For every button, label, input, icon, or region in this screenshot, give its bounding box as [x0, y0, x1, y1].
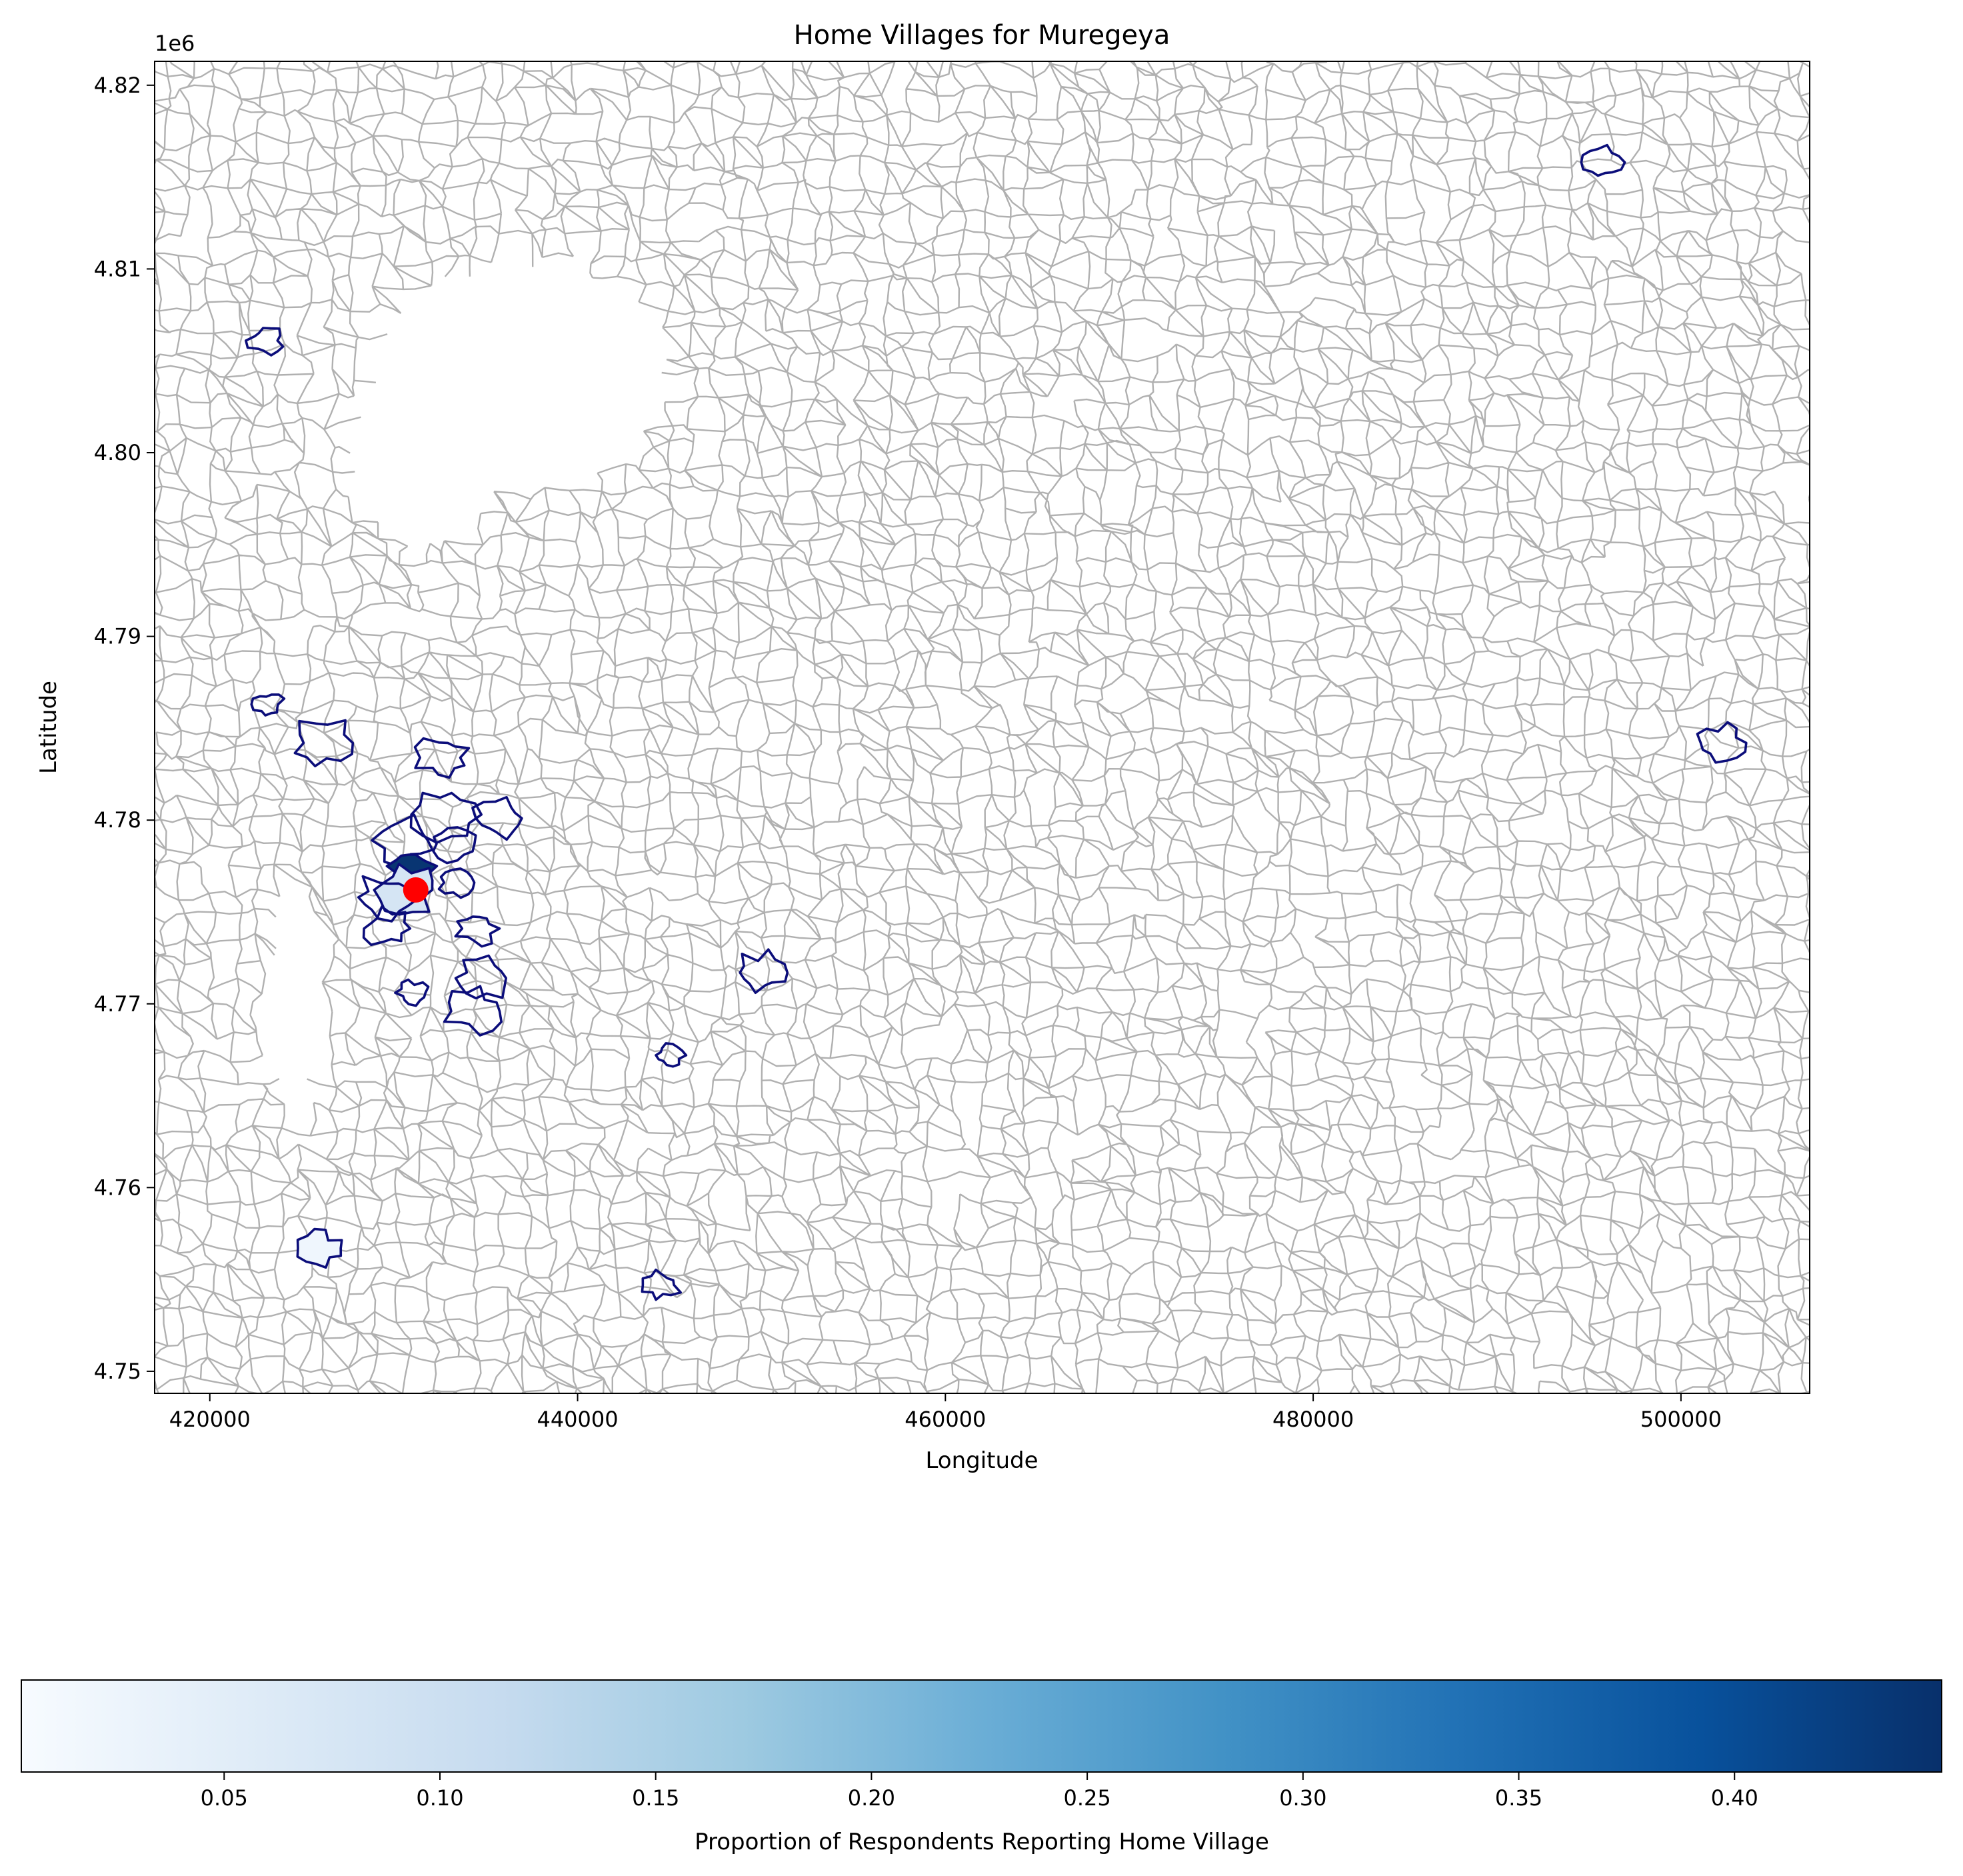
colorbar-gradient: [21, 1679, 1942, 1773]
home-village-4: [293, 719, 355, 767]
colorbar-tick-label: 0.25: [1063, 1785, 1110, 1811]
survey-location-marker: [403, 877, 429, 903]
home-village-17: [394, 978, 430, 1007]
x-tick-label: 440000: [537, 1407, 618, 1432]
home-village-2: [1580, 143, 1626, 177]
home-village-18: [443, 985, 503, 1037]
y-tick-label: 4.78: [94, 807, 141, 833]
village-boundary-mesh: [155, 61, 1810, 1393]
colorbar-tick-label: 0.20: [848, 1785, 895, 1811]
colorbar-tick-label: 0.05: [201, 1785, 248, 1811]
x-axis-ticks: 420000 440000 460000 480000 500000: [169, 1393, 1722, 1432]
colorbar-tick-label: 0.15: [632, 1785, 679, 1811]
colorbar-tick-label: 0.40: [1711, 1785, 1758, 1811]
x-axis-label: Longitude: [925, 1447, 1038, 1474]
home-village-16: [454, 954, 507, 1000]
home-village-8: [371, 813, 434, 868]
home-village-polygons: [245, 143, 1748, 1301]
colorbar: 0.05 0.10 0.15 0.20 0.25 0.30 0.35 0.40 Proport…: [21, 1679, 1942, 1855]
y-axis-ticks: 4.75 4.76 4.77 4.78 4.79 4.80 4.81 4.82: [94, 73, 155, 1384]
colorbar-tick-label: 0.35: [1495, 1785, 1542, 1811]
x-tick-label: 480000: [1272, 1407, 1354, 1432]
x-tick-label: 460000: [905, 1407, 986, 1432]
home-village-15: [454, 915, 501, 948]
y-tick-label: 4.82: [94, 73, 141, 98]
y-tick-label: 4.77: [94, 991, 141, 1017]
boundary-lines: [155, 61, 1810, 1393]
map-title: Home Villages for Muregeya: [794, 20, 1170, 51]
home-village-5: [413, 737, 471, 779]
home-village-7: [409, 791, 483, 844]
colorbar-tick-label: 0.10: [416, 1785, 463, 1811]
y-axis-offset-label: 1e6: [155, 31, 195, 56]
home-village-20: [655, 1042, 688, 1068]
colorbar-ticks: 0.05 0.10 0.15 0.20 0.25 0.30 0.35 0.40: [201, 1772, 1758, 1811]
y-tick-label: 4.81: [94, 256, 141, 281]
axes-frame: [154, 61, 1810, 1394]
home-village-19: [739, 948, 789, 994]
home-village-3: [250, 693, 286, 717]
home-village-9: [432, 826, 477, 865]
y-tick-label: 4.80: [94, 440, 141, 465]
y-tick-label: 4.75: [94, 1359, 141, 1384]
y-tick-label: 4.76: [94, 1175, 141, 1200]
home-village-22: [641, 1268, 682, 1301]
home-village-1: [245, 327, 285, 357]
y-tick-label: 4.79: [94, 624, 141, 649]
x-tick-label: 420000: [169, 1407, 251, 1432]
colorbar-tick-label: 0.30: [1279, 1785, 1326, 1811]
colorbar-label: Proportion of Respondents Reporting Home…: [695, 1829, 1269, 1855]
home-village-14: [362, 905, 412, 947]
home-village-21: [296, 1227, 343, 1269]
y-axis-label: Latitude: [35, 681, 62, 774]
x-tick-label: 500000: [1640, 1407, 1722, 1432]
home-village-23: [1696, 721, 1748, 764]
plot-area: [154, 61, 1810, 1394]
home-village-12: [437, 867, 476, 899]
